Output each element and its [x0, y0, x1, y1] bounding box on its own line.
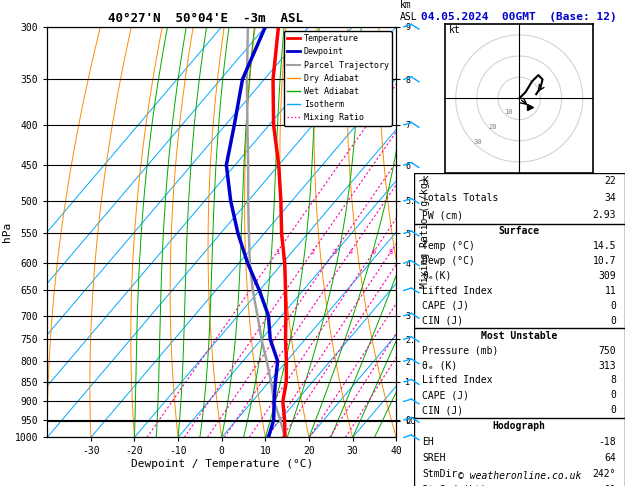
Text: CIN (J): CIN (J): [422, 405, 464, 416]
Text: 22: 22: [604, 176, 616, 186]
Text: kt: kt: [449, 25, 461, 35]
Text: 0: 0: [610, 405, 616, 416]
Text: 20: 20: [489, 124, 498, 130]
Text: 0: 0: [610, 301, 616, 311]
Text: 2: 2: [311, 249, 314, 255]
Text: 11: 11: [604, 485, 616, 486]
Text: Pressure (mb): Pressure (mb): [422, 346, 499, 356]
Text: 313: 313: [599, 361, 616, 370]
Text: 10: 10: [504, 109, 513, 115]
Legend: Temperature, Dewpoint, Parcel Trajectory, Dry Adiabat, Wet Adiabat, Isotherm, Mi: Temperature, Dewpoint, Parcel Trajectory…: [284, 31, 392, 125]
Text: CAPE (J): CAPE (J): [422, 390, 469, 400]
Text: 4: 4: [348, 249, 352, 255]
Text: 30: 30: [474, 139, 482, 145]
Text: 750: 750: [599, 346, 616, 356]
Text: Totals Totals: Totals Totals: [422, 193, 499, 203]
Text: Most Unstable: Most Unstable: [481, 330, 557, 341]
Text: 3: 3: [332, 249, 337, 255]
Text: © weatheronline.co.uk: © weatheronline.co.uk: [457, 471, 581, 481]
Text: 11: 11: [604, 286, 616, 296]
Text: SREH: SREH: [422, 453, 446, 463]
Text: StmDir: StmDir: [422, 469, 457, 479]
Text: Surface: Surface: [499, 226, 540, 236]
Text: Mixing Ratio (g/kg): Mixing Ratio (g/kg): [420, 176, 430, 288]
Y-axis label: hPa: hPa: [2, 222, 12, 242]
X-axis label: Dewpoint / Temperature (°C): Dewpoint / Temperature (°C): [131, 459, 313, 469]
Text: 04.05.2024  00GMT  (Base: 12): 04.05.2024 00GMT (Base: 12): [421, 12, 617, 22]
Text: 242°: 242°: [593, 469, 616, 479]
Text: CAPE (J): CAPE (J): [422, 301, 469, 311]
Text: θₑ(K): θₑ(K): [422, 271, 452, 281]
Text: 0: 0: [610, 315, 616, 326]
Text: 0: 0: [610, 390, 616, 400]
Text: -18: -18: [599, 437, 616, 447]
Text: 8: 8: [389, 249, 393, 255]
Text: PW (cm): PW (cm): [422, 210, 464, 220]
Text: StmSpd (kt): StmSpd (kt): [422, 485, 487, 486]
Text: 8: 8: [610, 376, 616, 385]
Text: Dewp (°C): Dewp (°C): [422, 256, 475, 266]
Text: K: K: [422, 176, 428, 186]
Text: 10.7: 10.7: [593, 256, 616, 266]
Text: km
ASL: km ASL: [399, 0, 417, 22]
Text: 6: 6: [372, 249, 376, 255]
Text: CIN (J): CIN (J): [422, 315, 464, 326]
Text: 2.93: 2.93: [593, 210, 616, 220]
Text: Hodograph: Hodograph: [493, 421, 546, 431]
Text: 309: 309: [599, 271, 616, 281]
Text: 40°27'N  50°04'E  -3m  ASL: 40°27'N 50°04'E -3m ASL: [108, 12, 304, 25]
Text: Lifted Index: Lifted Index: [422, 376, 493, 385]
Text: EH: EH: [422, 437, 434, 447]
Text: Lifted Index: Lifted Index: [422, 286, 493, 296]
Text: θₑ (K): θₑ (K): [422, 361, 457, 370]
Text: 1: 1: [276, 249, 279, 255]
Text: 14.5: 14.5: [593, 241, 616, 251]
Text: Temp (°C): Temp (°C): [422, 241, 475, 251]
Text: 64: 64: [604, 453, 616, 463]
Text: 34: 34: [604, 193, 616, 203]
